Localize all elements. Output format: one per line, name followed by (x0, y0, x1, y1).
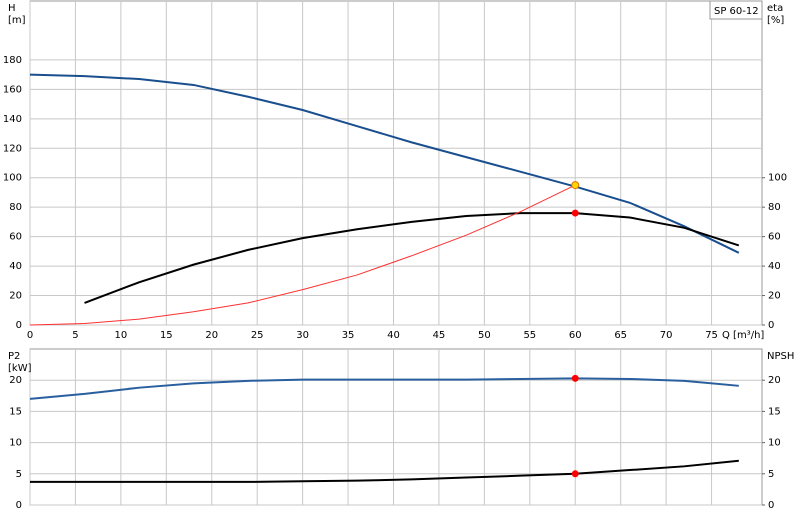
x-tick-label: 25 (251, 330, 264, 341)
y2-tick-label: 40 (768, 261, 781, 272)
y-tick-label: 60 (9, 232, 22, 243)
y2-tick-label: 60 (768, 232, 781, 243)
y-axis-label: H (8, 3, 16, 14)
y-tick-label: 0 (16, 320, 22, 331)
operating-point (571, 209, 579, 217)
x-tick-label: 0 (27, 330, 33, 341)
y-tick-label: 100 (3, 173, 22, 184)
y2-axis-label: NPSH (767, 351, 794, 362)
y-tick-label: 0 (16, 500, 22, 511)
series-line (29, 377, 739, 400)
y2-tick-label: 10 (768, 438, 781, 449)
operating-point (571, 374, 579, 382)
y-tick-label: 80 (9, 202, 22, 213)
x-tick-label: 60 (569, 330, 582, 341)
x-tick-label: 65 (614, 330, 627, 341)
x-tick-label: 50 (478, 330, 491, 341)
series-line (30, 459, 739, 483)
y-tick-label: 20 (9, 375, 22, 386)
chart-title: SP 60-12 (714, 6, 759, 17)
title-box (709, 0, 763, 20)
series-line (29, 73, 740, 254)
x-tick-label: 35 (342, 330, 355, 341)
x-tick-label: 55 (523, 330, 536, 341)
x-tick-label: 5 (72, 330, 78, 341)
y-tick-label: 40 (9, 261, 22, 272)
y2-tick-label: 0 (768, 500, 774, 511)
y-tick-label: 140 (3, 114, 22, 125)
y-axis-label: P2 (8, 351, 20, 362)
x-tick-label: 15 (160, 330, 173, 341)
y-axis-unit: [kW] (8, 363, 32, 374)
y2-axis-label: eta (767, 3, 783, 14)
plot-frame (29, 0, 763, 326)
y-tick-label: 160 (3, 84, 22, 95)
y-tick-label: 15 (9, 406, 22, 417)
x-axis-label: Q [m³/h] (722, 330, 764, 341)
y-tick-label: 5 (16, 469, 22, 480)
y2-tick-label: 20 (768, 291, 781, 302)
operating-point (571, 181, 580, 190)
series-line (29, 184, 576, 326)
x-tick-label: 30 (296, 330, 309, 341)
x-tick-label: 75 (705, 330, 718, 341)
y2-tick-label: 80 (768, 202, 781, 213)
x-tick-label: 10 (115, 330, 128, 341)
series-line (84, 212, 740, 304)
y2-axis-unit: [%] (767, 15, 784, 26)
y-tick-label: 120 (3, 143, 22, 154)
y-tick-label: 180 (3, 55, 22, 66)
y-axis-unit: [m] (8, 15, 26, 26)
y2-tick-label: 20 (768, 375, 781, 386)
y2-tick-label: 0 (768, 320, 774, 331)
y2-tick-label: 15 (768, 406, 781, 417)
y2-tick-label: 100 (768, 173, 787, 184)
operating-point (571, 470, 579, 478)
x-tick-label: 20 (205, 330, 218, 341)
y-tick-label: 10 (9, 438, 22, 449)
y-tick-label: 20 (9, 291, 22, 302)
x-tick-label: 70 (660, 330, 673, 341)
x-tick-label: 40 (387, 330, 400, 341)
y2-tick-label: 5 (768, 469, 774, 480)
x-tick-label: 45 (433, 330, 446, 341)
